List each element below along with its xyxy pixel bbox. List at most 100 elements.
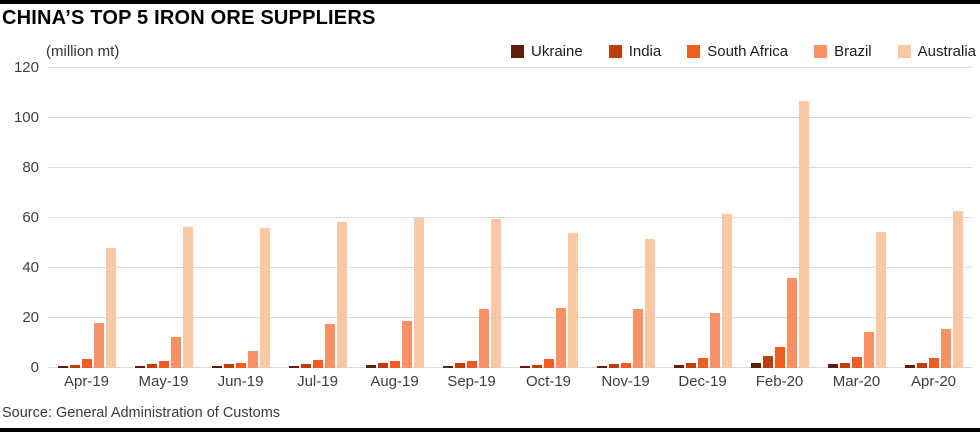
gridline-40 <box>48 267 972 268</box>
bar-ukraine-jun-19 <box>211 366 222 368</box>
bar-india-nov-19 <box>608 363 619 368</box>
legend-item-ukraine: Ukraine <box>511 43 583 60</box>
gridline-100 <box>48 117 972 118</box>
y-tick-label-80: 80 <box>22 159 39 177</box>
bar-group-apr-20 <box>895 68 972 368</box>
legend-item-brazil: Brazil <box>814 43 872 60</box>
legend-label-australia: Australia <box>917 42 976 60</box>
bar-group-jun-19 <box>202 68 279 368</box>
bar-australia-oct-19 <box>567 233 578 368</box>
bar-india-feb-20 <box>762 355 773 368</box>
y-tick-label-120: 120 <box>13 59 39 76</box>
bar-group-dec-19 <box>664 68 741 368</box>
y-tick-label-20: 20 <box>22 309 39 327</box>
bar-ukraine-oct-19 <box>519 366 530 368</box>
legend-swatch-brazil <box>814 44 828 58</box>
legend-item-australia: Australia <box>897 42 976 60</box>
bar-australia-sep-19 <box>490 219 501 368</box>
bar-brazil-dec-19 <box>709 313 720 368</box>
legend-row: (million mt) Ukraine India South Africa Bra… <box>46 42 976 60</box>
bar-south-africa-feb-20 <box>774 346 785 368</box>
bar-ukraine-apr-20 <box>904 365 915 368</box>
legend-swatch-south-africa <box>687 44 701 58</box>
bar-ukraine-dec-19 <box>673 365 684 368</box>
bar-india-may-19 <box>146 363 157 368</box>
x-tick-label-sep-19: Sep-19 <box>447 373 496 390</box>
bar-india-mar-20 <box>839 363 850 368</box>
bar-brazil-mar-20 <box>863 331 874 368</box>
bar-group-feb-20 <box>741 68 818 368</box>
bar-south-africa-nov-19 <box>620 363 631 368</box>
legend-label-south-africa: South Africa <box>707 42 789 60</box>
bar-brazil-apr-20 <box>940 329 951 368</box>
bar-south-africa-jun-19 <box>235 363 246 368</box>
bar-brazil-oct-19 <box>555 308 566 368</box>
bar-brazil-sep-19 <box>478 309 489 368</box>
bar-australia-jul-19 <box>336 221 347 368</box>
bar-group-may-19 <box>125 68 202 368</box>
gridline-20 <box>48 317 972 318</box>
x-tick-label-nov-19: Nov-19 <box>601 373 650 390</box>
bar-australia-mar-20 <box>875 231 886 368</box>
x-tick-label-feb-20: Feb-20 <box>755 373 804 390</box>
bar-australia-jun-19 <box>259 228 270 368</box>
bar-ukraine-apr-19 <box>57 366 68 368</box>
x-tick-label-apr-20: Apr-20 <box>910 373 957 390</box>
bar-ukraine-aug-19 <box>365 365 376 368</box>
legend-label-india: India <box>628 42 662 60</box>
bar-ukraine-feb-20 <box>750 363 761 368</box>
bar-ukraine-nov-19 <box>596 365 607 368</box>
chart-plot <box>48 68 972 368</box>
y-tick-label-100: 100 <box>13 109 39 126</box>
legend-label-brazil: Brazil <box>834 42 872 60</box>
bar-south-africa-apr-19 <box>81 359 92 368</box>
bar-brazil-nov-19 <box>632 309 643 368</box>
x-tick-label-may-19: May-19 <box>138 373 189 390</box>
bar-group-apr-19 <box>48 68 125 368</box>
bar-india-apr-20 <box>916 362 927 368</box>
bar-brazil-may-19 <box>170 336 181 368</box>
x-tick-label-jul-19: Jul-19 <box>297 373 338 390</box>
gridline-80 <box>48 167 972 168</box>
x-tick-label-dec-19: Dec-19 <box>678 373 727 390</box>
bar-australia-aug-19 <box>413 218 424 368</box>
bar-ukraine-mar-20 <box>827 364 838 368</box>
legend-item-south-africa: South Africa <box>687 43 788 60</box>
chart-legend: Ukraine India South Africa Brazil Australia <box>511 43 976 60</box>
y-tick-label-40: 40 <box>22 259 39 277</box>
bar-ukraine-sep-19 <box>442 365 453 368</box>
bar-australia-feb-20 <box>798 100 809 368</box>
bar-group-sep-19 <box>433 68 510 368</box>
x-tick-label-mar-20: Mar-20 <box>832 373 881 390</box>
bar-australia-nov-19 <box>644 239 655 368</box>
bar-south-africa-oct-19 <box>543 359 554 368</box>
bar-south-africa-dec-19 <box>697 358 708 368</box>
x-tick-label-oct-19: Oct-19 <box>525 373 571 390</box>
bar-south-africa-may-19 <box>158 361 169 368</box>
units-label: (million mt) <box>46 42 120 60</box>
top-border <box>0 0 980 4</box>
bar-south-africa-jul-19 <box>312 360 323 368</box>
bar-india-aug-19 <box>377 363 388 368</box>
gridline-0 <box>48 367 972 368</box>
y-tick-label-0: 0 <box>30 359 39 376</box>
legend-swatch-india <box>608 44 622 58</box>
bar-brazil-jun-19 <box>247 350 258 368</box>
y-tick-label-60: 60 <box>22 209 39 226</box>
bar-group-mar-20 <box>818 68 895 368</box>
bar-australia-dec-19 <box>721 214 732 368</box>
legend-label-ukraine: Ukraine <box>531 42 583 60</box>
bar-chart: 0 20 40 60 80 100 120 <box>14 60 972 376</box>
bar-south-africa-apr-20 <box>928 358 939 368</box>
x-tick-label-apr-19: Apr-19 <box>63 373 110 390</box>
bar-group-oct-19 <box>510 68 587 368</box>
bar-australia-apr-19 <box>105 248 116 368</box>
legend-item-india: India <box>608 42 662 60</box>
bar-india-oct-19 <box>531 365 542 368</box>
bottom-border <box>0 428 980 432</box>
bar-australia-apr-20 <box>952 210 963 368</box>
bar-india-apr-19 <box>69 365 80 368</box>
x-tick-label-aug-19: Aug-19 <box>370 373 419 390</box>
bar-group-aug-19 <box>356 68 433 368</box>
bar-ukraine-jul-19 <box>288 366 299 368</box>
